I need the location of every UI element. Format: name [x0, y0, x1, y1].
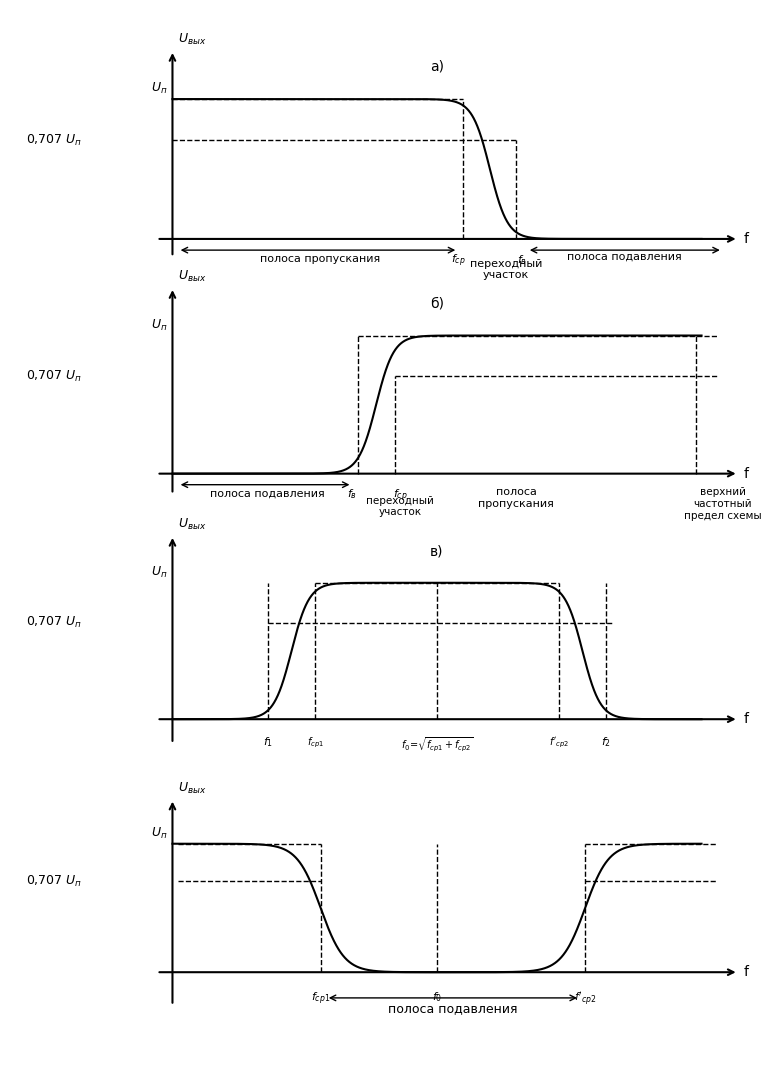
Text: полоса подавления: полоса подавления: [211, 488, 325, 499]
Text: $f_{ср1}$: $f_{ср1}$: [311, 991, 330, 1007]
Text: $f_0$: $f_0$: [432, 991, 442, 1004]
Text: полоса подавления: полоса подавления: [388, 1001, 518, 1014]
Text: f: f: [744, 713, 749, 727]
Text: полоса пропускания: полоса пропускания: [261, 254, 381, 264]
Text: в): в): [430, 544, 444, 558]
Text: $U_{вых}$: $U_{вых}$: [178, 517, 206, 533]
Text: $f_2$: $f_2$: [601, 735, 612, 749]
Text: $U_п$: $U_п$: [150, 81, 168, 96]
Text: $U_п$: $U_п$: [150, 565, 168, 580]
Text: 0,707 $U_п$: 0,707 $U_п$: [27, 874, 82, 889]
Text: f: f: [744, 467, 749, 481]
Text: полоса
пропускания: полоса пропускания: [478, 487, 554, 509]
Text: a): a): [430, 60, 444, 74]
Text: 0,707 $U_п$: 0,707 $U_п$: [27, 616, 82, 631]
Text: f: f: [744, 232, 749, 246]
Text: $f_{ср}$: $f_{ср}$: [392, 487, 407, 503]
Text: $U_{вых}$: $U_{вых}$: [178, 782, 206, 797]
Text: $f'_{ср2}$: $f'_{ср2}$: [549, 735, 568, 750]
Text: $U_{вых}$: $U_{вых}$: [178, 270, 206, 285]
Text: $U_п$: $U_п$: [150, 826, 168, 841]
Text: переходный
участок: переходный участок: [470, 259, 542, 280]
Text: б): б): [430, 296, 444, 310]
Text: 0,707 $U_п$: 0,707 $U_п$: [27, 133, 82, 148]
Text: f: f: [744, 965, 749, 979]
Text: $f_{ср}$: $f_{ср}$: [451, 253, 466, 270]
Text: полоса подавления: полоса подавления: [568, 251, 682, 262]
Text: переходный
участок: переходный участок: [366, 496, 434, 517]
Text: $U_{вых}$: $U_{вых}$: [178, 32, 206, 47]
Text: верхний
частотный
предел схемы: верхний частотный предел схемы: [684, 487, 762, 521]
Text: $f_1$: $f_1$: [262, 735, 272, 749]
Text: $U_п$: $U_п$: [150, 318, 168, 333]
Text: $f_0$=$\sqrt{f_{ср1}+f_{ср2}}$: $f_0$=$\sqrt{f_{ср1}+f_{ср2}}$: [401, 735, 473, 754]
Text: $f_в$: $f_в$: [517, 253, 527, 266]
Text: $f_{ср1}$: $f_{ср1}$: [307, 735, 324, 750]
Text: $f_в$: $f_в$: [348, 487, 357, 501]
Text: $f'_{ср2}$: $f'_{ср2}$: [574, 991, 597, 1008]
Text: 0,707 $U_п$: 0,707 $U_п$: [27, 369, 82, 384]
